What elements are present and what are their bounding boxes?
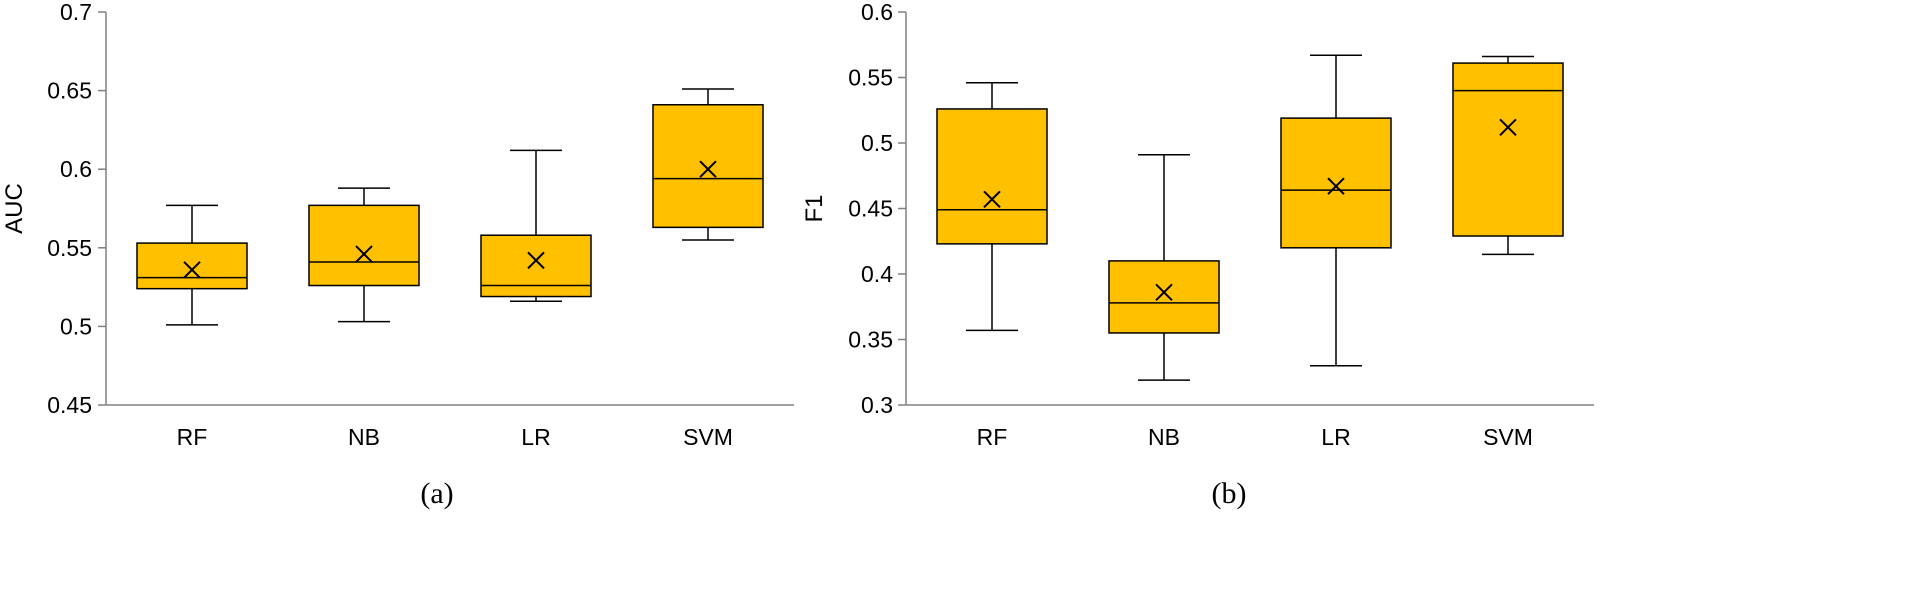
y-tick-label: 0.7 [60,0,92,25]
y-tick-label: 0.55 [848,65,893,91]
x-tick-label: NB [1148,424,1180,450]
iqr-box [136,242,248,290]
y-tick-label: 0.65 [47,78,92,104]
iqr-box [936,108,1048,245]
box-rf [936,81,1048,332]
mean-marker [699,160,717,178]
x-tick-label: RF [977,424,1008,450]
y-tick-label: 0.5 [60,313,92,339]
y-tick-label: 0.45 [47,392,92,418]
iqr-box [652,103,764,229]
y-tick-label: 0.45 [848,196,893,222]
x-tick-label: SVM [683,424,733,450]
x-tick-label: NB [348,424,380,450]
panel-label: (b) [1212,477,1247,510]
y-axis-title: F1 [801,194,828,222]
box-nb [308,187,420,323]
y-tick-label: 0.4 [861,261,893,287]
x-tick-label: LR [521,424,550,450]
mean-marker [1499,118,1517,136]
iqr-box [308,204,420,287]
x-tick-label: RF [177,424,208,450]
iqr-box [1452,62,1564,237]
iqr-box [1108,260,1220,334]
box-lr [1280,54,1392,367]
box-nb [1108,154,1220,381]
panel-b: 0.3 0.35 0.4 0.45 0.5 0.55 0.6 F1 RF NB LR SVM (b) [801,0,1594,510]
y-axis-title: AUC [1,183,28,234]
mean-marker [527,251,545,270]
x-tick-label: SVM [1483,424,1533,450]
box-svm [1452,55,1564,256]
y-tick-label: 0.6 [60,156,92,182]
x-tick-label: LR [1321,424,1350,450]
panel-label: (a) [420,477,453,510]
mean-marker [355,245,373,263]
y-tick-label: 0.5 [861,130,893,156]
mean-marker [1327,177,1345,195]
box-svm [652,88,764,241]
mean-marker [183,261,201,279]
y-tick-label: 0.3 [861,392,893,418]
y-tick-label: 0.35 [848,327,893,353]
mean-marker [1155,283,1173,302]
y-tick-label: 0.6 [861,0,893,25]
y-tick-label: 0.55 [47,235,92,261]
box-lr [480,149,592,302]
iqr-box [1280,117,1392,249]
panel-a: 0.45 0.5 0.55 0.6 0.65 0.7 AUC RF NB LR SVM (a) [1,0,794,510]
iqr-box [480,234,592,298]
mean-marker [983,190,1001,209]
box-rf [136,204,248,326]
